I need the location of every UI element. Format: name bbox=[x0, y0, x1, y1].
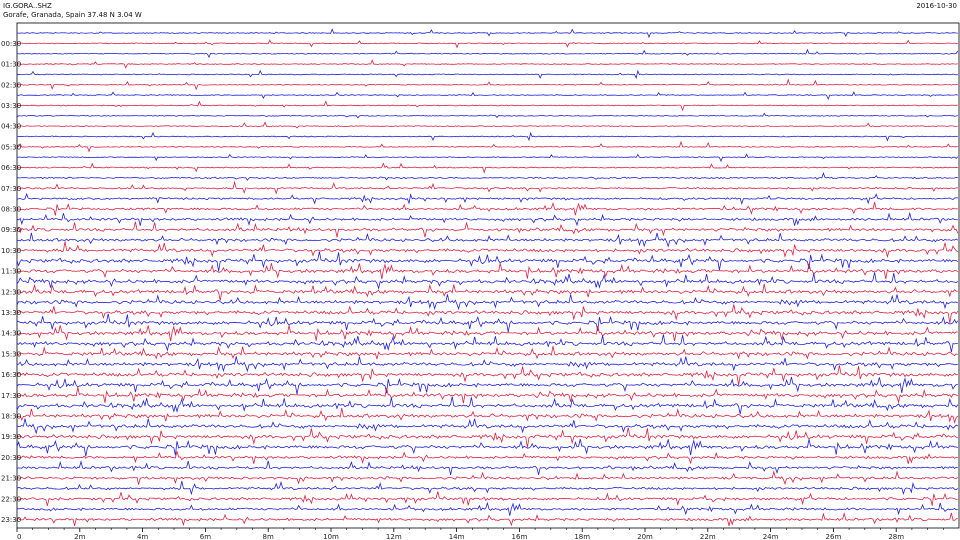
y-tick-label: 06:30 bbox=[1, 164, 21, 172]
y-tick-label: 19:30 bbox=[1, 433, 21, 441]
x-tick-label: 2m bbox=[74, 533, 85, 540]
trace-35 bbox=[16, 376, 958, 395]
trace-45 bbox=[16, 480, 959, 496]
x-tick-label: 28m bbox=[888, 533, 904, 540]
trace-13 bbox=[16, 153, 959, 163]
trace-42 bbox=[16, 451, 958, 465]
trace-46 bbox=[16, 491, 958, 506]
trace-22 bbox=[16, 241, 959, 259]
x-tick-label: 6m bbox=[200, 533, 211, 540]
trace-6 bbox=[16, 78, 958, 91]
x-tick-label: 12m bbox=[386, 533, 402, 540]
y-tick-label: 17:30 bbox=[1, 392, 21, 400]
y-tick-label: 20:30 bbox=[1, 454, 21, 462]
trace-36 bbox=[16, 387, 958, 404]
trace-48 bbox=[16, 511, 958, 527]
station-location: Gorafe, Granada, Spain 37.48 N 3.04 W bbox=[3, 11, 142, 19]
trace-16 bbox=[16, 180, 958, 195]
x-tick-label: 22m bbox=[700, 533, 716, 540]
record-date: 2016-10-30 bbox=[916, 2, 957, 10]
y-tick-label: 02:30 bbox=[1, 81, 21, 89]
y-tick-label: 16:30 bbox=[1, 371, 21, 379]
x-tick-label: 10m bbox=[323, 533, 339, 540]
plot-frame bbox=[16, 22, 960, 529]
trace-30 bbox=[16, 325, 958, 342]
trace-25 bbox=[16, 272, 959, 290]
y-tick-label: 21:30 bbox=[1, 475, 21, 483]
trace-29 bbox=[16, 313, 959, 333]
trace-43 bbox=[16, 460, 958, 475]
seismic-traces bbox=[16, 28, 959, 527]
y-tick-label: 15:30 bbox=[1, 350, 21, 358]
trace-44 bbox=[16, 470, 958, 486]
trace-34 bbox=[16, 365, 958, 386]
y-tick-label: 04:30 bbox=[1, 123, 21, 131]
trace-28 bbox=[16, 304, 959, 324]
trace-27 bbox=[16, 294, 959, 311]
trace-26 bbox=[16, 283, 958, 301]
trace-40 bbox=[16, 427, 958, 448]
trace-39 bbox=[16, 418, 959, 435]
trace-15 bbox=[16, 172, 958, 181]
x-tick-label: 20m bbox=[637, 533, 653, 540]
y-tick-label: 13:30 bbox=[1, 309, 21, 317]
trace-47 bbox=[16, 501, 958, 516]
trace-19 bbox=[16, 211, 958, 227]
y-tick-label: 08:30 bbox=[1, 205, 21, 213]
trace-1 bbox=[16, 28, 958, 39]
trace-11 bbox=[16, 131, 958, 142]
x-tick-label: 16m bbox=[512, 533, 528, 540]
trace-10 bbox=[16, 121, 958, 129]
trace-23 bbox=[16, 251, 958, 272]
y-tick-label: 00:30 bbox=[1, 40, 21, 48]
trace-33 bbox=[16, 356, 958, 373]
y-tick-label: 05:30 bbox=[1, 143, 21, 151]
x-tick-label: 4m bbox=[137, 533, 148, 540]
x-tick-label: 26m bbox=[826, 533, 842, 540]
y-tick-label: 11:30 bbox=[1, 268, 21, 276]
trace-21 bbox=[16, 232, 959, 248]
trace-31 bbox=[16, 334, 958, 353]
y-tick-label: 22:30 bbox=[1, 495, 21, 503]
trace-8 bbox=[16, 100, 958, 112]
trace-9 bbox=[16, 112, 958, 119]
y-tick-label: 12:30 bbox=[1, 288, 21, 296]
trace-18 bbox=[16, 201, 958, 216]
trace-32 bbox=[16, 345, 958, 360]
trace-5 bbox=[16, 69, 958, 80]
trace-12 bbox=[16, 140, 958, 153]
x-tick-label: 24m bbox=[763, 533, 779, 540]
y-tick-label: 03:30 bbox=[1, 102, 21, 110]
y-tick-label: 23:30 bbox=[1, 516, 21, 524]
x-tick-label: 8m bbox=[263, 533, 274, 540]
trace-17 bbox=[16, 192, 958, 206]
y-tick-label: 01:30 bbox=[1, 61, 21, 69]
trace-4 bbox=[16, 59, 958, 69]
trace-7 bbox=[16, 91, 958, 101]
y-tick-label: 10:30 bbox=[1, 247, 21, 255]
trace-24 bbox=[16, 263, 959, 280]
trace-14 bbox=[16, 162, 958, 174]
x-tick-label: 14m bbox=[449, 533, 465, 540]
trace-3 bbox=[16, 48, 959, 59]
x-tick-label: 0 bbox=[17, 533, 21, 540]
station-code: IG.GORA..SHZ bbox=[3, 2, 52, 10]
y-tick-label: 18:30 bbox=[1, 412, 21, 420]
trace-38 bbox=[16, 407, 959, 424]
y-tick-label: 07:30 bbox=[1, 185, 21, 193]
y-axis-labels: 00:30 01:30 02:30 03:30 04:30 05:30 06:30 07:30… bbox=[1, 40, 21, 524]
x-tick-label: 18m bbox=[574, 533, 590, 540]
trace-20 bbox=[16, 221, 959, 238]
trace-37 bbox=[16, 396, 959, 415]
y-tick-label: 09:30 bbox=[1, 226, 21, 234]
trace-41 bbox=[16, 439, 958, 457]
trace-2 bbox=[16, 39, 958, 49]
x-axis: 0 2m 4m 6m 8m 10m 12m 14m 16m 18m 20m 22m 24m 26m 28m bbox=[16, 528, 944, 540]
y-tick-label: 14:30 bbox=[1, 330, 21, 338]
